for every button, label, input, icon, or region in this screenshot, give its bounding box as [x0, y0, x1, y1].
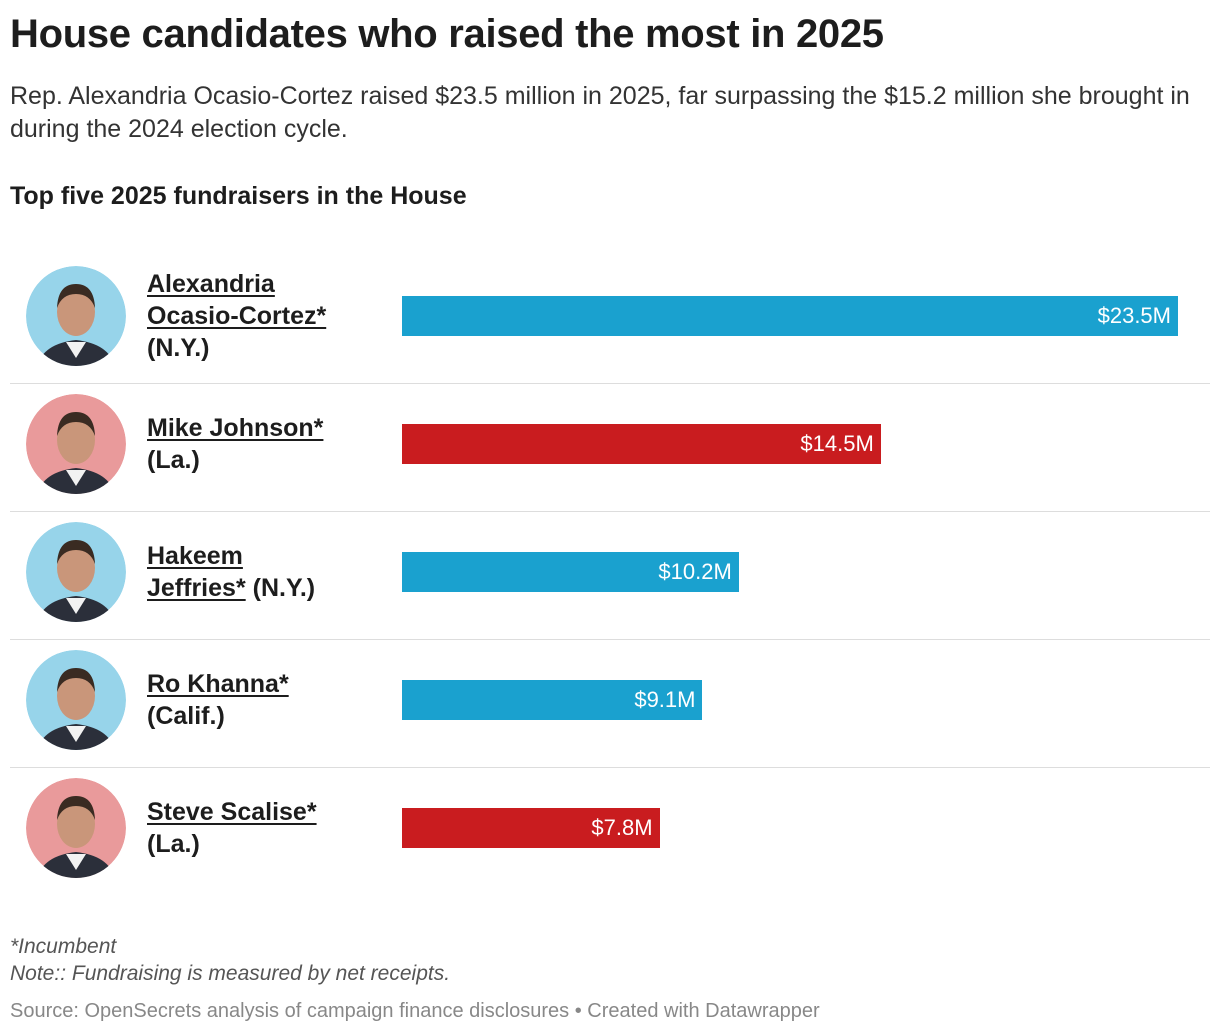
photo [26, 394, 126, 494]
row: Alexandria Ocasio-Cortez* (N.Y.) $23.5M [10, 252, 1210, 380]
photo-collar [66, 470, 86, 486]
photo-hair [57, 540, 95, 564]
candidate-state: (Calif.) [147, 702, 225, 730]
value-label: $7.8M [591, 815, 653, 840]
candidate-link[interactable]: Steve Scalise* [147, 798, 317, 826]
candidate-name: Ro Khanna* (Calif.) [147, 668, 347, 732]
source: Source: OpenSecrets analysis of campaign… [10, 1000, 820, 1022]
photo-face [57, 544, 95, 592]
candidate-state: (N.Y.) [147, 334, 210, 362]
candidate-state: (La.) [147, 446, 200, 474]
value-label: $9.1M [634, 687, 696, 712]
candidate-link[interactable]: Hakeem Jeffries* [147, 542, 246, 602]
photo-collar [66, 342, 86, 358]
row-separator [10, 511, 1210, 512]
value-label: $23.5M [1097, 303, 1171, 328]
chart-description: Rep. Alexandria Ocasio-Cortez raised $23… [10, 82, 1190, 143]
bar: $14.5M [402, 424, 881, 464]
photo-face [57, 800, 95, 848]
photo [26, 650, 126, 750]
candidate-name: Mike Johnson* (La.) [147, 412, 347, 476]
photo-collar [66, 726, 86, 742]
value-label: $10.2M [658, 559, 732, 584]
footnote: *Incumbent [10, 935, 117, 958]
chart-title: House candidates who raised the most in … [10, 12, 884, 56]
photo-hair [57, 796, 95, 820]
candidate-link[interactable]: Mike Johnson* [147, 414, 324, 442]
photo-face [57, 288, 95, 336]
candidate-name: Hakeem Jeffries* (N.Y.) [147, 540, 347, 604]
row-separator [10, 767, 1210, 768]
bar: $10.2M [402, 552, 739, 592]
photo [26, 266, 126, 366]
value-label: $14.5M [800, 431, 874, 456]
photo-hair [57, 668, 95, 692]
photo-face [57, 416, 95, 464]
candidate-state: (N.Y.) [252, 574, 316, 602]
row: Steve Scalise* (La.) $7.8M [10, 764, 1210, 892]
candidate-state: (La.) [147, 830, 200, 858]
photo-face [57, 672, 95, 720]
row-separator [10, 639, 1210, 640]
photo-hair [57, 284, 95, 308]
photo-collar [66, 854, 86, 870]
row: Ro Khanna* (Calif.) $9.1M [10, 636, 1210, 764]
photo-collar [66, 598, 86, 614]
candidate-name: Alexandria Ocasio-Cortez* (N.Y.) [147, 268, 347, 364]
candidate-link[interactable]: Alexandria Ocasio-Cortez* [147, 270, 327, 330]
photo [26, 522, 126, 622]
candidate-name: Steve Scalise* (La.) [147, 796, 347, 860]
bar: $23.5M [402, 296, 1178, 336]
photo-hair [57, 412, 95, 436]
bar: $7.8M [402, 808, 660, 848]
chart-subtitle: Top five 2025 fundraisers in the House [10, 182, 467, 210]
footnote: Note:: Fundraising is measured by net re… [10, 962, 451, 985]
row-separator [10, 383, 1210, 384]
row: Hakeem Jeffries* (N.Y.) $10.2M [10, 508, 1210, 636]
candidate-link[interactable]: Ro Khanna* [147, 670, 289, 698]
bar: $9.1M [402, 680, 703, 720]
row: Mike Johnson* (La.) $14.5M [10, 380, 1210, 508]
photo [26, 778, 126, 878]
